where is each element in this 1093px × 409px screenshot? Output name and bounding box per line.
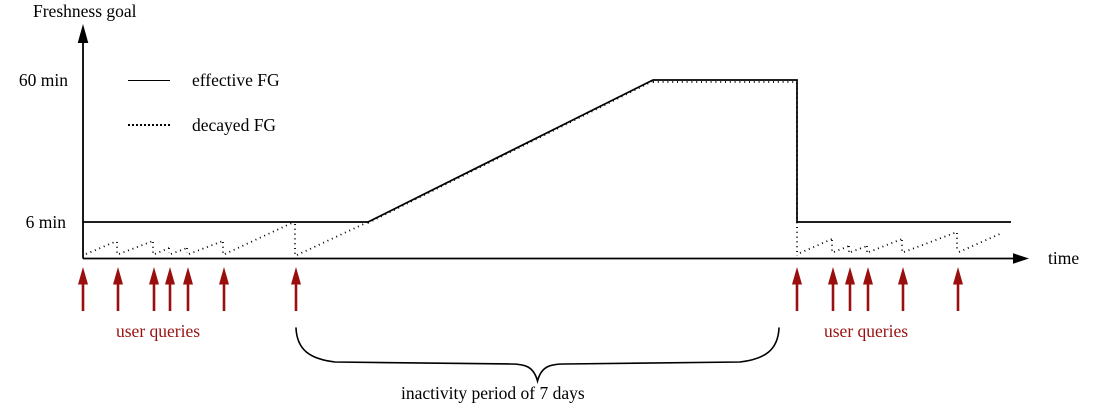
user-query-arrow-icon bbox=[78, 267, 88, 311]
decayed-fg-segment bbox=[170, 247, 188, 255]
solid-line-sample-icon bbox=[128, 79, 170, 81]
user-query-arrow-icon bbox=[291, 267, 301, 311]
user-query-arrows bbox=[78, 267, 963, 311]
decayed-fg-segment bbox=[833, 245, 850, 253]
legend-item-effective-fg: effective FG bbox=[128, 69, 280, 90]
inactivity-period-label: inactivity period of 7 days bbox=[401, 383, 585, 403]
user-query-arrow-icon bbox=[953, 267, 963, 311]
decayed-fg-segment bbox=[799, 238, 833, 254]
decayed-fg-segment bbox=[85, 240, 118, 255]
decayed-fg-segment bbox=[154, 247, 170, 255]
decayed-fg-segment bbox=[958, 232, 1003, 253]
user-queries-label-right: user queries bbox=[824, 321, 909, 341]
legend-item-decayed-fg: decayed FG bbox=[128, 114, 277, 135]
user-queries-label-left: user queries bbox=[116, 321, 201, 341]
y-axis-arrowhead-icon bbox=[77, 24, 89, 43]
dotted-line-sample-icon bbox=[128, 124, 170, 126]
y-axis-title: Freshness goal bbox=[33, 1, 137, 21]
user-query-arrow-icon bbox=[828, 267, 838, 311]
user-query-arrow-icon bbox=[165, 267, 175, 311]
decayed-fg-segment bbox=[118, 240, 154, 255]
legend-label-decayed-fg: decayed FG bbox=[192, 114, 277, 135]
series-decayed-fg bbox=[85, 80, 1003, 256]
axes bbox=[77, 24, 1029, 264]
decayed-fg-segment bbox=[224, 221, 295, 255]
decayed-fg-segment bbox=[850, 245, 868, 253]
user-query-arrow-icon bbox=[845, 267, 855, 311]
decayed-fg-segment bbox=[868, 238, 903, 253]
user-query-arrow-icon bbox=[113, 267, 123, 311]
legend-label-effective-fg: effective FG bbox=[192, 69, 280, 90]
decayed-fg-segment bbox=[188, 240, 224, 255]
series-effective-fg bbox=[83, 79, 1011, 223]
effective-fg-line bbox=[83, 79, 1011, 223]
user-query-arrow-icon bbox=[863, 267, 873, 311]
decayed-fg-segment bbox=[903, 231, 958, 253]
user-query-arrow-icon bbox=[792, 267, 802, 311]
y-tick-60min: 60 min bbox=[18, 70, 68, 90]
decayed-fg-segment bbox=[296, 221, 369, 256]
user-query-arrow-icon bbox=[219, 267, 229, 311]
y-tick-6min: 6 min bbox=[25, 212, 66, 232]
user-query-arrow-icon bbox=[149, 267, 159, 311]
decayed-fg-segment bbox=[367, 80, 654, 224]
user-query-arrow-icon bbox=[898, 267, 908, 311]
x-axis-arrowhead-icon bbox=[1013, 253, 1029, 264]
x-axis-title: time bbox=[1048, 248, 1080, 268]
user-query-arrow-icon bbox=[183, 267, 193, 311]
inactivity-brace bbox=[295, 327, 780, 385]
